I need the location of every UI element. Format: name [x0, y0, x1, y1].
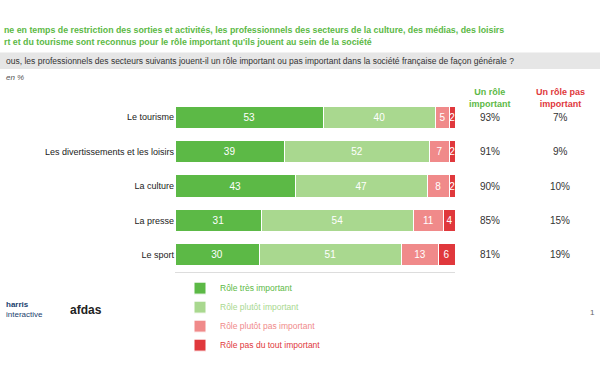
svg-text:rt et du tourisme sont reconnu: rt et du tourisme sont reconnus pour le … [4, 37, 372, 47]
svg-text:9%: 9% [553, 146, 568, 157]
svg-text:81%: 81% [480, 249, 500, 260]
svg-text:harrisinteractive: harrisinteractive [6, 300, 43, 319]
svg-text:Le sport: Le sport [141, 250, 174, 260]
svg-text:6: 6 [444, 249, 450, 260]
svg-text:4: 4 [446, 215, 452, 226]
svg-text:13: 13 [414, 249, 426, 260]
svg-text:ous, les professionnels des se: ous, les professionnels des secteurs sui… [6, 56, 514, 66]
svg-text:2: 2 [449, 146, 455, 157]
svg-text:31: 31 [213, 215, 225, 226]
svg-text:1: 1 [590, 308, 595, 317]
svg-text:90%: 90% [480, 181, 500, 192]
svg-text:51: 51 [325, 249, 337, 260]
svg-text:40: 40 [374, 112, 386, 123]
svg-text:Rôle pas du tout important: Rôle pas du tout important [220, 340, 320, 350]
svg-text:11: 11 [423, 215, 434, 226]
svg-text:30: 30 [211, 249, 223, 260]
svg-text:ne en temps de restriction des: ne en temps de restriction des sorties e… [4, 25, 504, 35]
svg-text:5: 5 [439, 112, 445, 123]
svg-text:7: 7 [437, 146, 443, 157]
svg-text:19%: 19% [550, 249, 570, 260]
svg-text:en %: en % [6, 73, 24, 82]
svg-text:Rôle très important: Rôle très important [220, 283, 292, 293]
svg-text:93%: 93% [480, 112, 500, 123]
svg-text:Un rôleimportant: Un rôleimportant [469, 87, 511, 109]
svg-text:39: 39 [224, 146, 236, 157]
svg-text:Un rôle pasimportant: Un rôle pasimportant [536, 87, 585, 109]
svg-text:10%: 10% [550, 181, 570, 192]
svg-text:7%: 7% [553, 112, 568, 123]
svg-text:85%: 85% [480, 215, 500, 226]
svg-text:2: 2 [449, 112, 455, 123]
svg-text:8: 8 [435, 181, 441, 192]
svg-text:43: 43 [229, 181, 241, 192]
svg-text:Le tourisme: Le tourisme [127, 112, 174, 122]
svg-text:91%: 91% [480, 146, 500, 157]
svg-text:15%: 15% [550, 215, 570, 226]
svg-text:2: 2 [449, 181, 455, 192]
svg-text:afdas: afdas [70, 303, 102, 317]
svg-text:Rôle plutôt important: Rôle plutôt important [220, 302, 299, 312]
svg-text:Les divertissements et les loi: Les divertissements et les loisirs [45, 147, 175, 157]
svg-text:47: 47 [355, 181, 367, 192]
svg-text:La presse: La presse [134, 216, 174, 226]
svg-text:La culture: La culture [134, 181, 174, 191]
svg-text:52: 52 [351, 146, 363, 157]
svg-text:53: 53 [243, 112, 255, 123]
svg-text:Rôle plutôt pas important: Rôle plutôt pas important [220, 321, 315, 331]
svg-text:54: 54 [332, 215, 344, 226]
